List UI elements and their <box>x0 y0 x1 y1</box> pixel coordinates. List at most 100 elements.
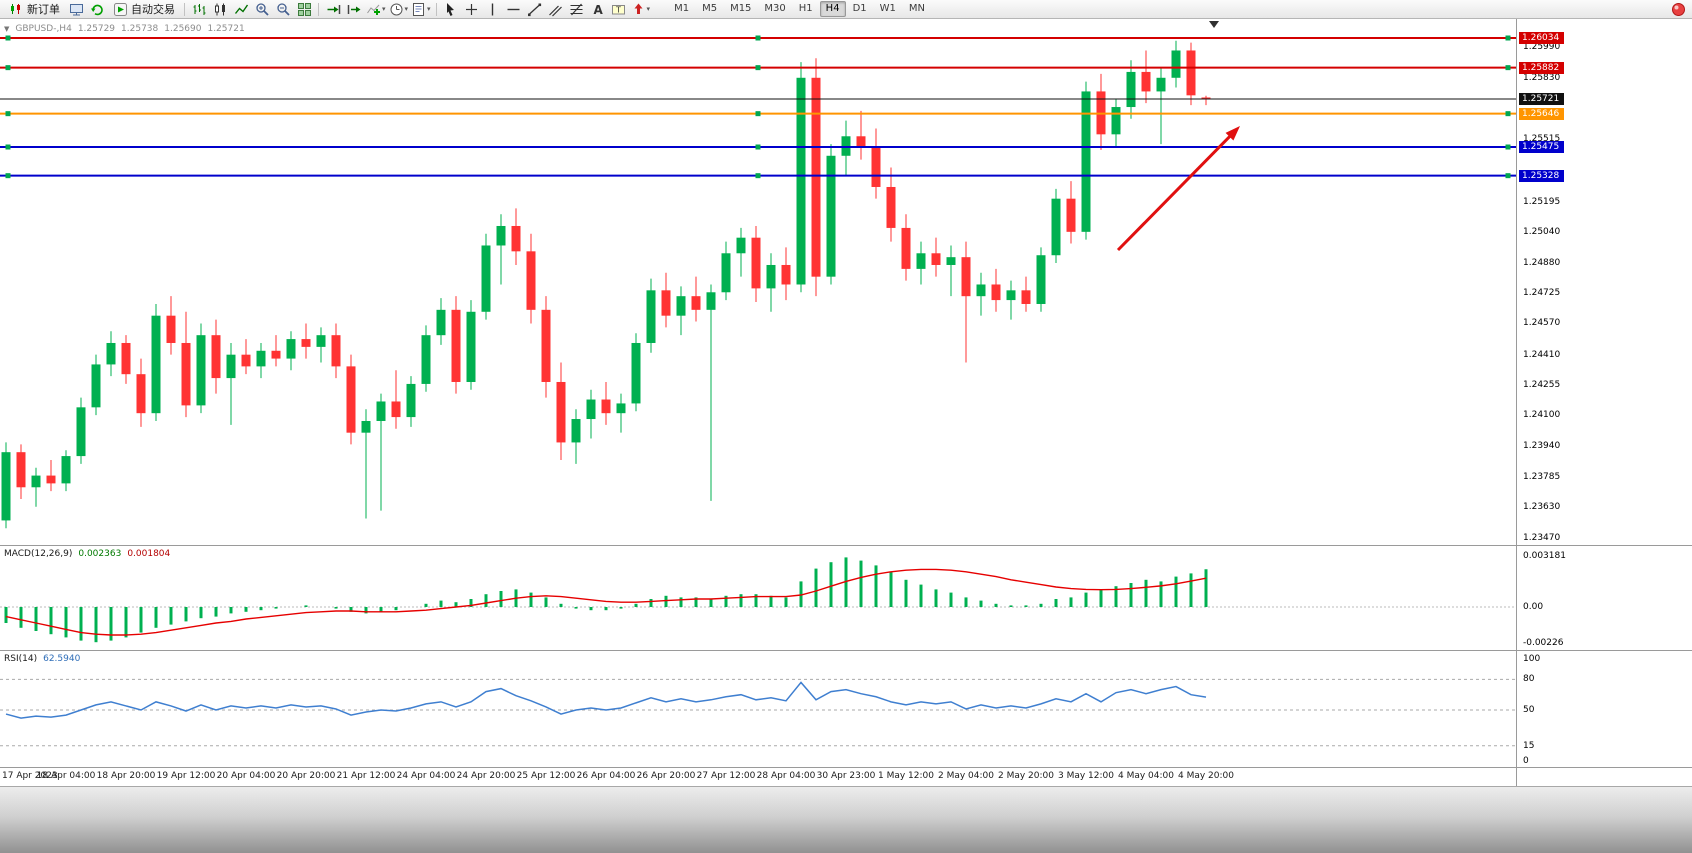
candle-down <box>526 251 536 310</box>
candle-down <box>166 315 176 343</box>
macd-panel[interactable]: MACD(12,26,9) 0.002363 0.001804 <box>0 546 1516 650</box>
time-axis[interactable]: 17 Apr 2023 18 Apr 04:00 18 Apr 20:00 19 Ap… <box>0 768 1516 786</box>
line-handle[interactable] <box>5 65 11 71</box>
collapse-triangle-icon[interactable]: ▼ <box>4 25 10 33</box>
candle-down <box>46 475 56 484</box>
candle-up <box>646 290 656 343</box>
candle-up <box>976 284 986 297</box>
candle-up <box>676 296 686 316</box>
price-tick: 1.25515 <box>1523 134 1561 145</box>
line-handle[interactable] <box>755 173 761 179</box>
time-label: 19 Apr 12:00 <box>156 771 216 781</box>
zoom-in-button[interactable] <box>252 1 272 18</box>
candle-down <box>1066 198 1076 232</box>
profiles-button[interactable] <box>66 1 86 18</box>
candle-up <box>61 456 71 484</box>
line-handle[interactable] <box>5 35 11 41</box>
svg-text:T: T <box>615 5 621 14</box>
zoom-out-icon <box>276 2 290 16</box>
main-chart[interactable]: ▼ GBPUSD-,H4 1.25729 1.25738 1.25690 1.2… <box>0 19 1516 545</box>
vertical-line-button[interactable] <box>483 1 503 18</box>
panel-separator[interactable] <box>0 650 1692 651</box>
panel-separator <box>0 767 1692 768</box>
line-handle[interactable] <box>755 35 761 41</box>
text-button[interactable]: A <box>588 1 608 18</box>
time-label: 28 Apr 04:00 <box>756 771 816 781</box>
timeframe-m5[interactable]: M5 <box>702 3 718 14</box>
candle-up <box>796 77 806 285</box>
autotrading-icon <box>114 2 127 16</box>
macd-signal-value: 0.001804 <box>127 549 171 559</box>
timeframe-d1[interactable]: D1 <box>852 3 867 14</box>
line-handle[interactable] <box>1505 35 1511 41</box>
autotrading-button[interactable]: 自动交易 <box>108 1 180 18</box>
horizontal-line-button[interactable] <box>504 1 524 18</box>
candle-up <box>76 407 86 457</box>
line-handle[interactable] <box>1505 111 1511 117</box>
trend-arrow[interactable] <box>1116 131 1235 252</box>
line-handle[interactable] <box>755 144 761 150</box>
time-label: 21 Apr 12:00 <box>336 771 396 781</box>
candlestick-chart-button[interactable] <box>210 1 230 18</box>
crosshair-button[interactable] <box>462 1 482 18</box>
line-handle[interactable] <box>755 111 761 117</box>
line-handle[interactable] <box>1505 65 1511 71</box>
candle-down <box>241 354 251 367</box>
line-handle[interactable] <box>5 173 11 179</box>
panel-separator[interactable] <box>0 545 1692 546</box>
line-handle[interactable] <box>1505 144 1511 150</box>
candlestick-chart[interactable] <box>0 19 1516 545</box>
autotrading-label: 自动交易 <box>131 3 175 16</box>
price-tick: 1.24880 <box>1523 258 1561 269</box>
candle-up <box>376 401 386 421</box>
macd-value: 0.002363 <box>78 549 122 559</box>
rsi-line <box>5 681 1207 719</box>
candle-down <box>886 186 896 228</box>
timeframe-m1[interactable]: M1 <box>674 3 690 14</box>
macd-signal-line <box>5 568 1207 636</box>
alert-button[interactable] <box>1668 1 1688 18</box>
new-order-icon <box>11 3 20 14</box>
time-label: 27 Apr 12:00 <box>696 771 756 781</box>
timeframe-w1[interactable]: W1 <box>879 3 896 14</box>
chart-shift-marker[interactable] <box>1209 21 1219 28</box>
templates-button[interactable]: ▾ <box>410 1 432 18</box>
text-label-button[interactable]: T <box>609 1 629 18</box>
refresh-button[interactable] <box>87 1 107 18</box>
line-handle[interactable] <box>755 65 761 71</box>
line-handle[interactable] <box>5 111 11 117</box>
candle-up <box>106 342 116 365</box>
candle-down <box>1201 97 1211 100</box>
timeframe-mn[interactable]: MN <box>908 3 925 14</box>
timeframe-m15[interactable]: M15 <box>730 3 752 14</box>
price-tick: 1.23470 <box>1523 532 1561 543</box>
fibonacci-button[interactable] <box>567 1 587 18</box>
line-handle[interactable] <box>5 144 11 150</box>
timeframe-h4[interactable]: H4 <box>819 1 846 17</box>
price-scale[interactable]: 1.25990 1.25830 1.25515 1.25195 1.25040 1.248… <box>1516 19 1692 786</box>
timeframe-m30[interactable]: M30 <box>764 3 786 14</box>
bar-chart-button[interactable] <box>189 1 209 18</box>
auto-scroll-button[interactable] <box>323 1 343 18</box>
arrow-objects-button[interactable]: ▾ <box>630 1 652 18</box>
low-value: 1.25690 <box>164 24 202 34</box>
periods-button[interactable]: ▾ <box>388 1 410 18</box>
candlestick-icon <box>214 3 225 15</box>
rsi-panel[interactable]: RSI(14) 62.5940 <box>0 651 1516 767</box>
rsi-value: 62.5940 <box>43 654 81 664</box>
line-chart-button[interactable] <box>231 1 251 18</box>
trend-arrow-head[interactable] <box>1225 126 1240 141</box>
trendline-button[interactable] <box>525 1 545 18</box>
indicators-button[interactable]: ▾ <box>365 1 387 18</box>
candle-up <box>481 245 491 312</box>
new-order-button[interactable]: 新订单 <box>4 1 65 18</box>
tile-windows-button[interactable] <box>294 1 314 18</box>
arrow-up-icon <box>634 3 643 14</box>
line-handle[interactable] <box>1505 173 1511 179</box>
channel-button[interactable] <box>546 1 566 18</box>
zoom-out-button[interactable] <box>273 1 293 18</box>
chart-shift-button[interactable] <box>344 1 364 18</box>
timeframe-h1[interactable]: H1 <box>798 3 813 14</box>
cursor-button[interactable] <box>441 1 461 18</box>
candle-down <box>856 136 866 148</box>
